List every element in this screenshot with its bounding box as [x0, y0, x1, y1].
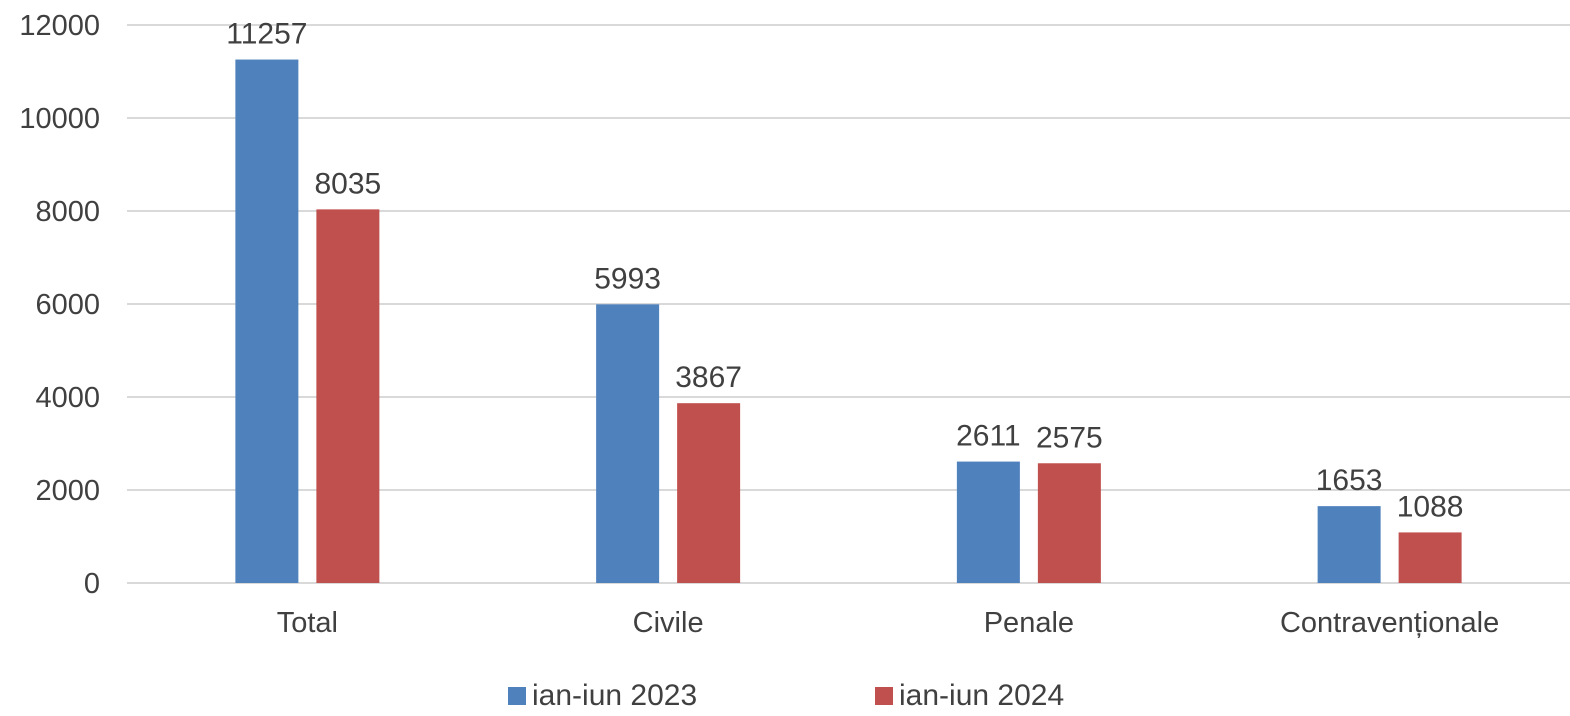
legend-item-series-2: ian-iun 2024 [875, 676, 1064, 716]
y-tick-label: 12000 [19, 10, 100, 42]
legend-item-series-1: ian-iun 2023 [508, 676, 697, 716]
legend-swatch-series-1 [508, 687, 526, 705]
bar-series-2 [1038, 463, 1101, 583]
bar-series-1 [957, 462, 1020, 583]
bar-series-2 [677, 403, 740, 583]
legend-label-series-1: ian-iun 2023 [532, 676, 697, 716]
y-tick-label: 2000 [35, 475, 100, 507]
x-axis-ticks: Total Civile Penale Contravenționale [277, 607, 1500, 639]
y-tick-label: 0 [84, 568, 100, 600]
y-tick-label: 4000 [35, 382, 100, 414]
data-labels: 11257 8035 5993 3867 2611 2575 1653 1088 [226, 18, 1463, 524]
data-label: 11257 [226, 18, 307, 51]
data-label: 3867 [675, 361, 742, 394]
x-tick-label: Civile [633, 607, 704, 639]
data-label: 1653 [1316, 464, 1383, 497]
legend: ian-iun 2023 ian-iun 2024 [0, 676, 1570, 716]
x-tick-label: Total [277, 607, 338, 639]
legend-label-series-2: ian-iun 2024 [899, 676, 1064, 716]
bar-series-2 [1399, 532, 1462, 583]
y-tick-label: 10000 [19, 103, 100, 135]
data-label: 8035 [315, 167, 382, 200]
x-tick-label: Contravenționale [1280, 607, 1499, 639]
x-tick-label: Penale [984, 607, 1074, 639]
y-tick-label: 8000 [35, 196, 100, 228]
bars [235, 60, 1461, 583]
y-tick-label: 6000 [35, 289, 100, 321]
legend-swatch-series-2 [875, 687, 893, 705]
bar-series-1 [596, 304, 659, 583]
data-label: 5993 [594, 262, 661, 295]
bar-series-1 [235, 60, 298, 583]
data-label: 2575 [1036, 421, 1103, 454]
data-label: 1088 [1397, 490, 1464, 523]
bar-series-1 [1318, 506, 1381, 583]
data-label: 2611 [956, 420, 1021, 453]
y-axis-ticks: 0 2000 4000 6000 8000 10000 12000 [19, 10, 100, 600]
bar-series-2 [316, 209, 379, 583]
